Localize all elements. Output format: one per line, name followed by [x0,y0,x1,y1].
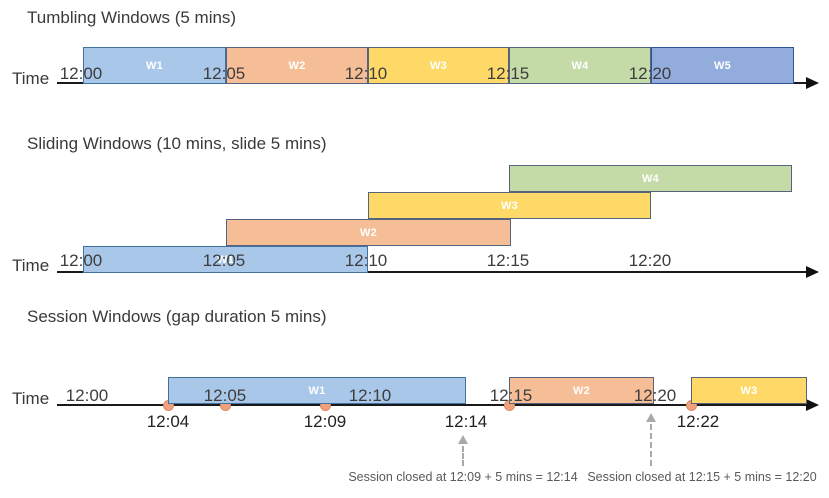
tumbling-tick-1220: 12:20 [628,64,672,83]
session-window-w3: W3 [691,377,807,404]
sliding-window-w2: W2 [226,219,511,246]
tumbling-window-w2: W2 [226,47,368,84]
tumbling-axis-arrowhead-icon [806,77,819,89]
session-tick-1200: 12:00 [65,386,109,405]
session-callout-arrowhead-right-icon [646,413,656,422]
tumbling-tick-1210: 12:10 [344,64,388,83]
session-tick-1220: 12:20 [633,386,677,405]
tumbling-time-axis-label: Time [12,69,50,88]
sliding-window-w4-label: W4 [641,172,660,185]
session-annotation-left: Session closed at 12:09 + 5 mins = 12:14 [348,470,578,484]
session-callout-line-right [650,424,652,466]
session-tick-1215: 12:15 [489,386,533,405]
sliding-window-w3: W3 [368,192,651,219]
sliding-tick-1210: 12:10 [344,251,388,270]
tumbling-window-w1-label: W1 [145,59,164,72]
sliding-window-w1-label: W1 [216,253,235,266]
session-window-w1: W1 [168,377,466,404]
tumbling-window-w3-label: W3 [429,59,448,72]
sliding-tick-1200: 12:00 [59,251,103,270]
tumbling-window-w1: W1 [83,47,226,84]
sliding-tick-1205: 12:05 [202,251,246,270]
sliding-tick-1220: 12:20 [628,251,672,270]
tumbling-window-w4-label: W4 [571,59,589,72]
tumbling-window-w5: W5 [651,47,794,84]
sliding-time-axis-label: Time [12,256,50,275]
session-axis-arrowhead-icon [806,399,819,411]
session-tick-1210: 12:10 [348,386,392,405]
tumbling-tick-1215: 12:15 [486,64,530,83]
tumbling-window-w4: W4 [509,47,651,84]
session-tick-1205: 12:05 [203,386,247,405]
sliding-window-w2-label: W2 [359,226,378,239]
session-callout-line-left [462,446,464,466]
session-annotation-right: Session closed at 12:15 + 5 mins = 12:20 [587,470,817,484]
sliding-tick-1215: 12:15 [486,251,530,270]
session-event-label-1204: 12:04 [146,412,190,431]
session-event-label-1209: 12:09 [303,412,347,431]
session-callout-arrowhead-left-icon [458,435,468,444]
sliding-window-w3-label: W3 [500,199,519,212]
session-time-axis [57,404,807,406]
session-window-w2: W2 [509,377,654,404]
sliding-axis-arrowhead-icon [806,266,819,278]
session-window-w3-label: W3 [740,384,758,397]
session-window-w2-label: W2 [572,384,591,397]
sliding-section-title: Sliding Windows (10 mins, slide 5 mins) [27,134,327,153]
sliding-time-axis [57,271,807,273]
session-section-title: Session Windows (gap duration 5 mins) [27,307,327,326]
tumbling-window-w5-label: W5 [713,59,732,72]
tumbling-section-title: Tumbling Windows (5 mins) [27,8,237,27]
session-window-w1-label: W1 [308,384,326,397]
tumbling-window-w3: W3 [368,47,509,84]
sliding-window-w4: W4 [509,165,792,192]
session-event-label-1214: 12:14 [444,412,488,431]
tumbling-tick-1205: 12:05 [202,64,246,83]
session-event-label-1222: 12:22 [676,412,720,431]
tumbling-window-w2-label: W2 [288,59,306,72]
sliding-window-w1: W1 [83,246,368,273]
tumbling-tick-1200: 12:00 [59,64,103,83]
session-time-axis-label: Time [12,389,50,408]
